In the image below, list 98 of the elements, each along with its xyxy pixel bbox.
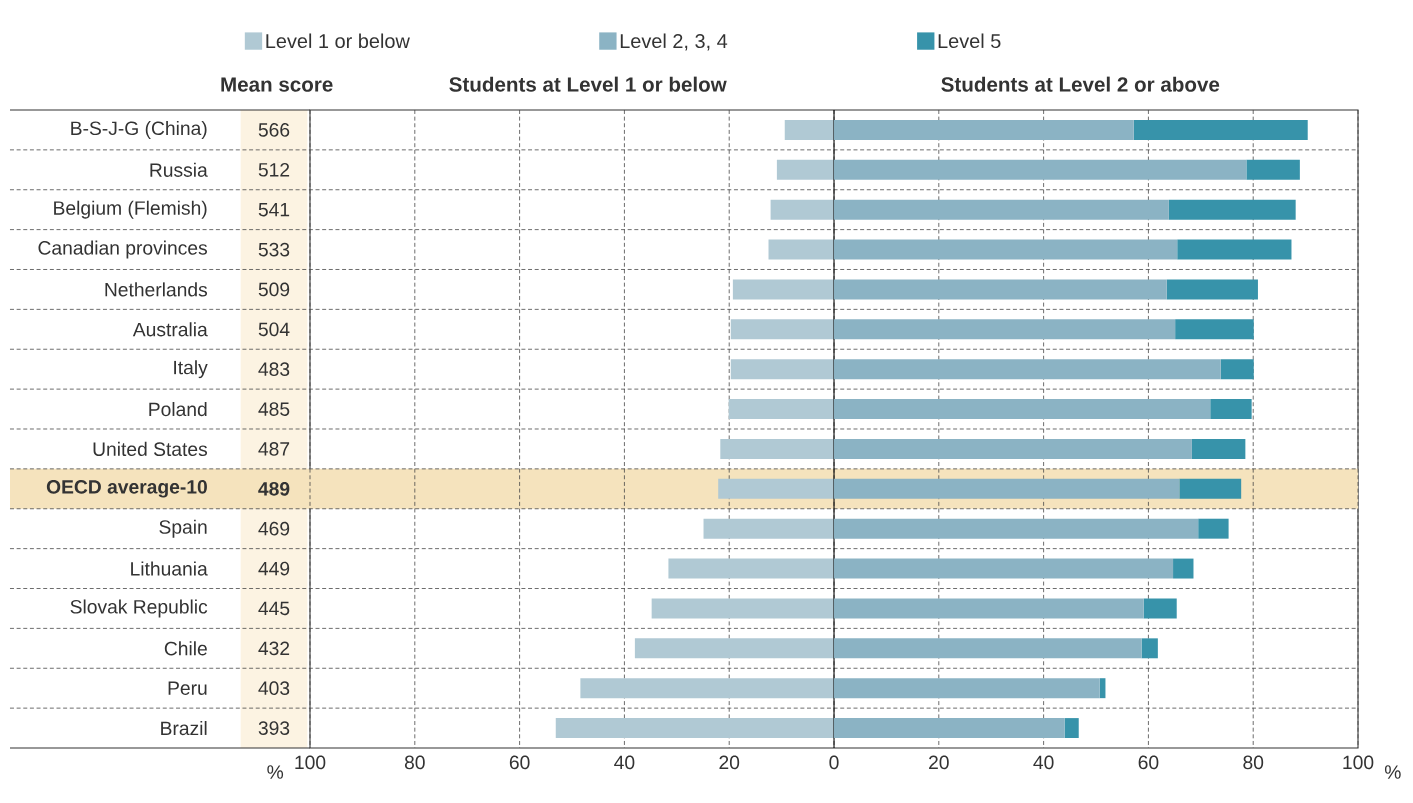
bar bbox=[834, 199, 1169, 220]
x-tick-label: 0 bbox=[829, 755, 839, 770]
y-tick-label: Italy bbox=[174, 360, 208, 379]
y-tick-label: OECD average-10 bbox=[46, 480, 207, 498]
text: Students at Level 2 or above bbox=[941, 76, 1220, 92]
text: 489 bbox=[258, 481, 290, 496]
bar bbox=[1220, 359, 1254, 380]
bar bbox=[834, 678, 1100, 699]
y-tick-label: Spain bbox=[159, 519, 207, 538]
text: 504 bbox=[258, 322, 290, 337]
text: 432 bbox=[258, 641, 290, 656]
text: 449 bbox=[258, 561, 290, 576]
text: 445 bbox=[258, 601, 290, 616]
text: 533 bbox=[258, 242, 290, 257]
bar bbox=[1064, 718, 1079, 739]
bar bbox=[834, 119, 1134, 140]
bar bbox=[732, 279, 835, 300]
bar bbox=[834, 718, 1065, 739]
bar bbox=[651, 598, 835, 619]
bar bbox=[834, 438, 1192, 459]
bar bbox=[1246, 159, 1300, 180]
x-tick-label: 60 bbox=[1138, 755, 1159, 770]
text: 483 bbox=[258, 362, 290, 376]
bar bbox=[770, 199, 835, 220]
text: 566 bbox=[258, 123, 290, 137]
bar bbox=[1133, 119, 1308, 140]
text: 469 bbox=[258, 521, 290, 536]
bar bbox=[720, 438, 835, 459]
bar bbox=[668, 558, 835, 579]
x-tick-label: 80 bbox=[1243, 755, 1264, 770]
bar bbox=[1179, 478, 1242, 499]
bar bbox=[834, 279, 1167, 300]
y-tick-label: Slovak Republic bbox=[70, 599, 208, 618]
bar bbox=[834, 239, 1178, 260]
y-tick-label: Australia bbox=[132, 322, 208, 337]
x-tick-label: 80 bbox=[404, 755, 425, 770]
text: Mean score bbox=[221, 77, 333, 92]
legend-label: Level 2, 3, 4 bbox=[620, 33, 728, 51]
bar bbox=[728, 399, 835, 420]
bar bbox=[1173, 558, 1194, 579]
text: 512 bbox=[258, 162, 290, 177]
text: Students at Level 1 or below bbox=[449, 76, 727, 92]
bar bbox=[1175, 319, 1254, 340]
bar bbox=[834, 319, 1176, 340]
y-tick-label: United States bbox=[93, 441, 208, 457]
bar bbox=[768, 239, 835, 260]
bar bbox=[834, 399, 1211, 420]
bar bbox=[834, 598, 1144, 619]
y-tick-label: Belgium (Flemish) bbox=[54, 200, 207, 219]
text: 403 bbox=[258, 681, 290, 695]
text: 541 bbox=[258, 202, 290, 217]
y-tick-label: Peru bbox=[168, 681, 207, 695]
bar bbox=[1143, 598, 1177, 619]
bar bbox=[834, 518, 1199, 539]
y-tick-label: Russia bbox=[150, 162, 208, 177]
bar bbox=[1166, 279, 1258, 300]
x-tick-label: 100 bbox=[1343, 755, 1374, 770]
bar bbox=[1191, 438, 1246, 459]
bar bbox=[834, 159, 1247, 180]
bar bbox=[703, 518, 835, 539]
bar bbox=[834, 359, 1221, 380]
legend-label: Level 5 bbox=[938, 33, 1001, 49]
y-tick-label: Brazil bbox=[161, 720, 207, 736]
y-tick-label: Chile bbox=[164, 641, 207, 656]
bar bbox=[834, 478, 1180, 499]
x-tick-label: 20 bbox=[719, 755, 740, 770]
bar bbox=[784, 119, 835, 140]
text: 485 bbox=[258, 402, 290, 416]
x-tick-label: 60 bbox=[509, 755, 530, 770]
text: 487 bbox=[258, 442, 290, 456]
x-tick-label: 40 bbox=[1033, 755, 1054, 770]
y-tick-label: B-S-J-G (China) bbox=[71, 120, 207, 139]
bar bbox=[1210, 399, 1252, 420]
y-tick-label: Lithuania bbox=[131, 561, 208, 576]
text: % bbox=[267, 765, 284, 779]
bar bbox=[730, 319, 835, 340]
text: 509 bbox=[258, 282, 290, 297]
bar bbox=[1168, 199, 1296, 220]
bar bbox=[1198, 518, 1229, 539]
text: 393 bbox=[258, 721, 290, 735]
bar bbox=[634, 638, 835, 659]
y-tick-label: Canadian provinces bbox=[38, 240, 207, 259]
bar bbox=[555, 718, 835, 739]
legend-label: Level 1 or below bbox=[266, 33, 410, 49]
bar bbox=[730, 359, 835, 380]
y-tick-label: Poland bbox=[149, 401, 207, 417]
x-tick-label: 40 bbox=[614, 755, 635, 770]
bar bbox=[776, 159, 835, 180]
bar bbox=[834, 638, 1142, 659]
text: % bbox=[1384, 765, 1401, 779]
y-tick-label: Netherlands bbox=[105, 282, 208, 297]
bar bbox=[580, 678, 835, 699]
bar bbox=[834, 558, 1174, 579]
x-tick-label: 20 bbox=[929, 755, 949, 770]
bar bbox=[1177, 239, 1292, 260]
bar bbox=[1141, 638, 1158, 659]
x-tick-label: 100 bbox=[295, 755, 326, 770]
bar bbox=[718, 478, 835, 499]
